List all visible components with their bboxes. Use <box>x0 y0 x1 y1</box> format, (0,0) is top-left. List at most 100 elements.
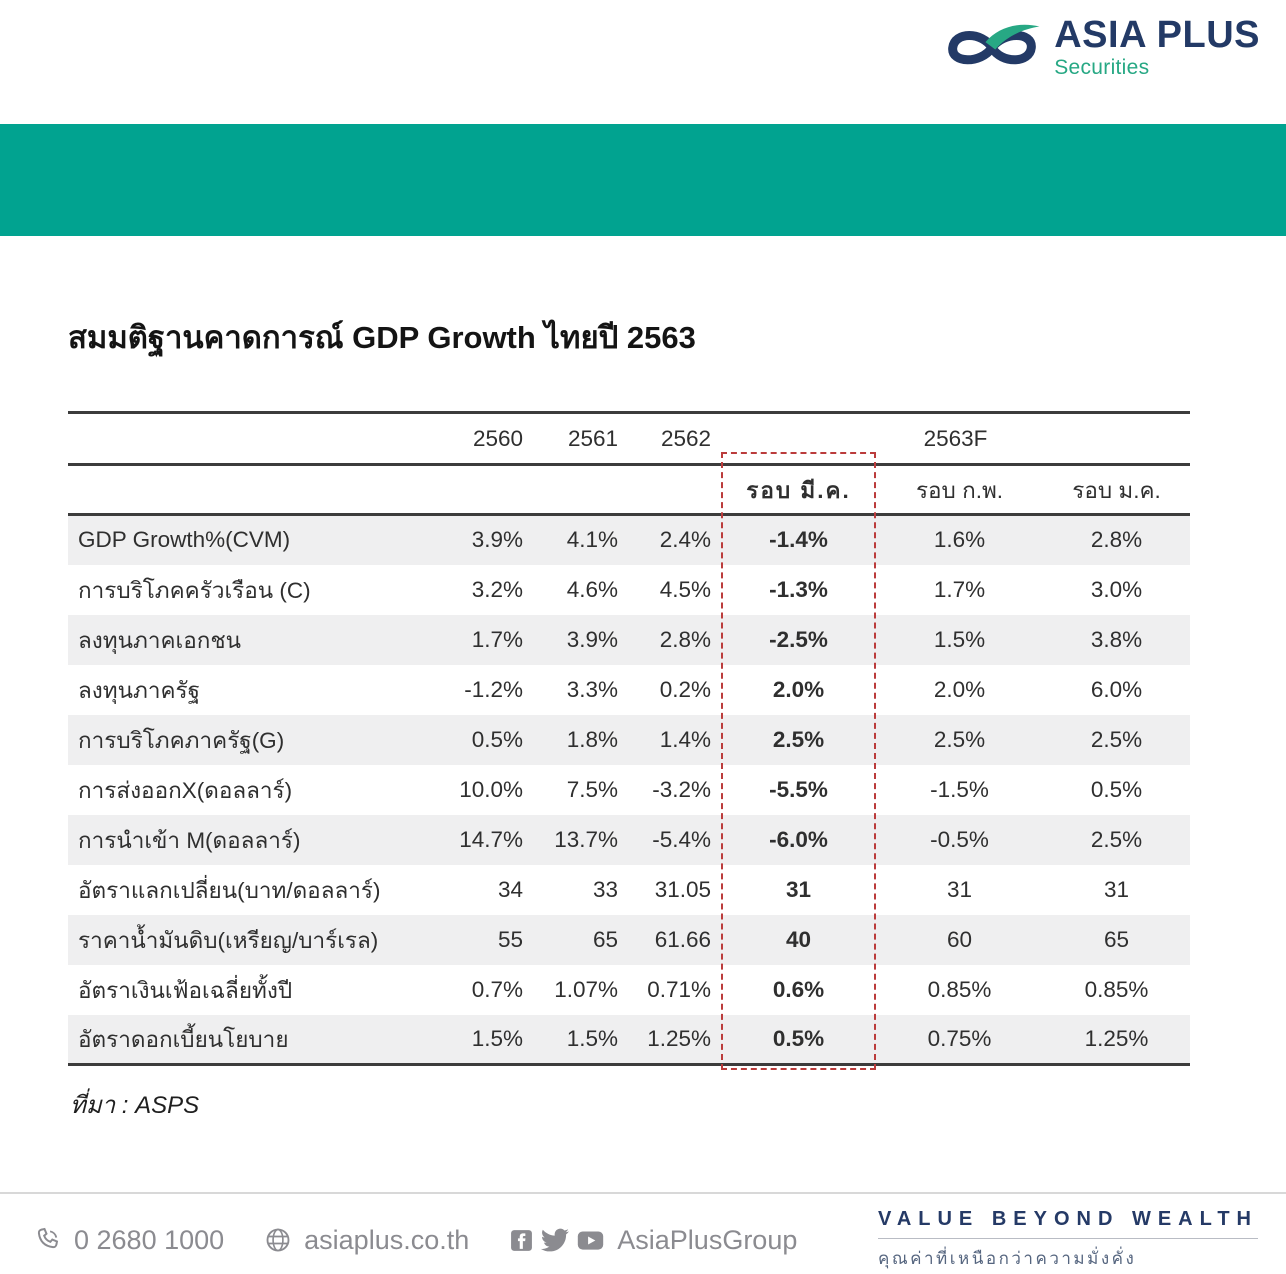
table-cell: 10.0% <box>459 776 523 802</box>
table-cell: -5.5% <box>769 776 828 802</box>
table-cell: 1.5% <box>876 614 1043 665</box>
table-cell: 2.5% <box>1043 714 1191 765</box>
table-cell: 2.0% <box>772 676 825 702</box>
table-cell: 0.71% <box>647 976 711 1002</box>
brand-subtitle: Securities <box>1054 56 1150 79</box>
table-cell: 1.25% <box>628 1014 721 1065</box>
round-header-march: รอบ มี.ค. <box>721 464 876 516</box>
table-cell: 33 <box>592 876 618 902</box>
footer-slogan-block: VALUE BEYOND WEALTH คุณค่าที่เหนือกว่าคว… <box>877 1208 1258 1272</box>
table-cell: 0.5% <box>1090 776 1143 802</box>
table-cell: 3.8% <box>1043 614 1191 665</box>
table-cell: 1.5% <box>438 1014 533 1065</box>
table-cell: 2.8% <box>628 614 721 665</box>
row-label: GDP Growth%(CVM) <box>68 514 438 565</box>
table-cell: 2.5% <box>1043 814 1191 865</box>
footer-phone: 0 2680 1000 <box>74 1224 225 1255</box>
table-cell: 1.8% <box>533 714 628 765</box>
row-label: การบริโภคครัวเรือน (C) <box>78 577 311 603</box>
table-cell: -1.5% <box>930 776 989 802</box>
table-cell: 40 <box>721 914 876 965</box>
year-header-row: 2560 2561 2562 2563F <box>68 412 1191 466</box>
table-cell: 1.7% <box>933 576 986 602</box>
row-label: ราคาน้ำมันดิบ(เหรียญ/บาร์เรล) <box>68 914 438 965</box>
globe-icon <box>264 1226 292 1254</box>
table-cell: 3.9% <box>533 614 628 665</box>
table-cell: -2.5% <box>721 614 876 665</box>
brand-name: ASIA PLUS <box>1054 14 1260 56</box>
round-header-january: รอบ ม.ค. <box>1043 464 1191 516</box>
table-cell: 3.0% <box>1090 576 1143 602</box>
row-label: ลงทุนภาคเอกชน <box>68 614 438 665</box>
facebook-icon <box>509 1228 534 1253</box>
table-row: GDP Growth%(CVM) 3.9% 4.1% 2.4% -1.4% 1.… <box>68 514 1191 565</box>
page-title: สมมติฐานคาดการณ์ GDP Growth ไทยปี 2563 <box>68 320 696 355</box>
youtube-icon <box>576 1226 605 1255</box>
round-header-february: รอบ ก.พ. <box>876 464 1043 516</box>
table-cell: 4.6% <box>566 576 618 602</box>
table-cell: -3.2% <box>652 776 711 802</box>
table-cell: 13.7% <box>533 814 628 865</box>
table-cell: 31.05 <box>654 876 711 902</box>
table-cell: 3.9% <box>438 514 533 565</box>
table-cell: 0.7% <box>471 976 523 1002</box>
table-row: อัตราดอกเบี้ยนโยบาย 1.5% 1.5% 1.25% 0.5%… <box>68 1014 1191 1065</box>
table-cell: 3.3% <box>566 676 618 702</box>
table-row: ราคาน้ำมันดิบ(เหรียญ/บาร์เรล) 55 65 61.6… <box>68 914 1191 965</box>
slogan-thai: คุณค่าที่เหนือกว่าความมั่งคั่ง <box>877 1249 1137 1268</box>
row-label: อัตราแลกเปลี่ยน(บาท/ดอลลาร์) <box>78 877 381 903</box>
table-cell: 31 <box>946 876 973 902</box>
table-row: การบริโภคภาครัฐ(G) 0.5% 1.8% 1.4% 2.5% 2… <box>68 714 1191 765</box>
table-cell: 2.8% <box>1043 514 1191 565</box>
table-cell: 1.07% <box>554 976 618 1002</box>
table-cell: 1.4% <box>628 714 721 765</box>
row-label: การนำเข้า M(ดอลลาร์) <box>68 814 438 865</box>
gdp-assumption-table: 2560 2561 2562 2563F รอบ มี.ค. รอบ ก.พ. … <box>68 411 1191 1070</box>
year-header-2560: 2560 <box>438 412 533 466</box>
table-cell: 65 <box>533 914 628 965</box>
year-header-2561: 2561 <box>533 412 628 466</box>
table-cell: 2.0% <box>933 676 986 702</box>
table-cell: 7.5% <box>566 776 618 802</box>
row-label: อัตราดอกเบี้ยนโยบาย <box>68 1014 438 1065</box>
table-cell: 31 <box>1103 876 1130 902</box>
table-cell: 4.1% <box>533 514 628 565</box>
table-cell: 0.85% <box>927 976 992 1002</box>
row-label: การส่งออกX(ดอลลาร์) <box>78 777 293 803</box>
asia-plus-logo: ASIA PLUS Securities <box>938 16 1260 78</box>
table-cell: -6.0% <box>721 814 876 865</box>
slogan-english: VALUE BEYOND WEALTH <box>877 1208 1258 1230</box>
table-cell: -1.2% <box>464 676 523 702</box>
twitter-icon <box>541 1226 570 1254</box>
row-label: อัตราเงินเฟ้อเฉลี่ยทั้งปี <box>78 977 293 1003</box>
slogan-divider <box>877 1238 1258 1239</box>
table-cell: 0.5% <box>438 714 533 765</box>
footer-social-handle: AsiaPlusGroup <box>617 1224 798 1255</box>
table-cell: 60 <box>876 914 1043 965</box>
forecast-year-header: 2563F <box>721 412 1191 466</box>
phone-icon <box>34 1226 62 1254</box>
table-cell: 2.5% <box>876 714 1043 765</box>
footer-website: asiaplus.co.th <box>304 1224 470 1255</box>
table-cell: 4.5% <box>659 576 711 602</box>
table-body: GDP Growth%(CVM) 3.9% 4.1% 2.4% -1.4% 1.… <box>68 514 1191 1065</box>
table-cell: -1.4% <box>721 514 876 565</box>
table-cell: 1.6% <box>876 514 1043 565</box>
row-label: ลงทุนภาครัฐ <box>78 677 201 703</box>
table-cell: 6.0% <box>1090 676 1143 702</box>
round-header-row: รอบ มี.ค. รอบ ก.พ. รอบ ม.ค. <box>68 464 1191 516</box>
infinity-logo-icon <box>938 18 1046 76</box>
table-cell: 0.2% <box>659 676 711 702</box>
table-cell: 0.6% <box>772 976 825 1002</box>
table-cell: 34 <box>497 876 523 902</box>
table-cell: 0.75% <box>876 1014 1043 1065</box>
table-row: ลงทุนภาครัฐ -1.2% 3.3% 0.2% 2.0% 2.0% 6.… <box>68 665 1190 715</box>
table-cell: -1.3% <box>769 576 828 602</box>
footer: 0 2680 1000 asiaplus.co.th <box>0 1192 1286 1272</box>
source-note: ที่มา : ASPS <box>70 1092 200 1119</box>
footer-contact: 0 2680 1000 asiaplus.co.th <box>34 1225 797 1256</box>
table-row: การนำเข้า M(ดอลลาร์) 14.7% 13.7% -5.4% -… <box>68 814 1191 865</box>
table-cell: 55 <box>438 914 533 965</box>
table-row: การส่งออกX(ดอลลาร์) 10.0% 7.5% -3.2% -5.… <box>68 765 1190 815</box>
